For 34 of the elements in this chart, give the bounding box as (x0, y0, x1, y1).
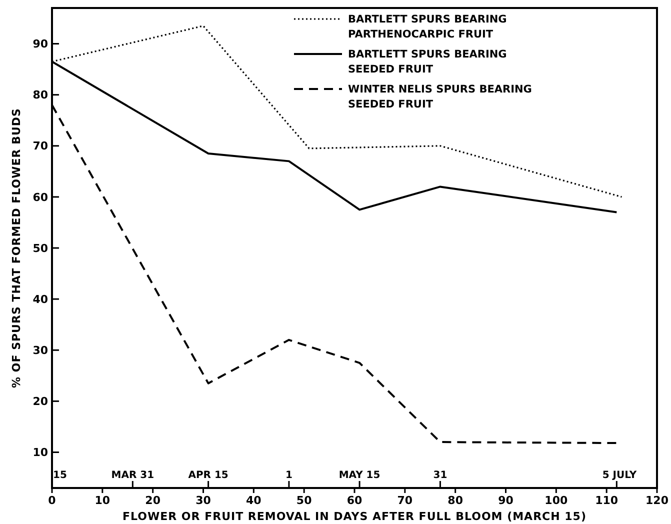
x2-tick-label: MAY 15 (338, 470, 380, 481)
x-tick-label: 120 (646, 494, 669, 507)
x-tick-label: 90 (498, 494, 514, 507)
legend-label: BARTLETT SPURS BEARING SEEDED FRUIT (348, 48, 507, 76)
x-tick-label: 10 (94, 494, 110, 507)
y-tick-label: 60 (32, 190, 48, 204)
x-tick-label: 50 (296, 494, 312, 507)
x-tick-label: 80 (448, 494, 464, 507)
y-tick-label: 90 (32, 38, 48, 51)
x-tick-label: 70 (397, 494, 413, 507)
x2-tick-label: 5 JULY (602, 470, 638, 481)
legend-label: BARTLETT SPURS BEARING PARTHENOCARPIC FRUIT (348, 13, 507, 40)
y-tick-label: 20 (32, 395, 48, 408)
x2-tick-label: 31 (433, 470, 448, 481)
x2-tick-label: MAR 31 (111, 470, 154, 481)
legend-label: WINTER NELIS SPURS BEARING SEEDED FRUIT (348, 83, 532, 110)
y-tick-label: 40 (32, 292, 48, 306)
x-axis-title: FLOWER OR FRUIT REMOVAL IN DAYS AFTER FULL BLOOM (MARCH 15) (122, 510, 586, 523)
x2-tick-label: APR 15 (188, 470, 228, 481)
x-tick-label: 0 (48, 494, 56, 507)
x-tick-label: 100 (544, 494, 568, 507)
y-tick-label: 80 (32, 88, 48, 102)
y-tick-label: 30 (32, 344, 48, 357)
y-tick-label: 70 (32, 140, 48, 153)
x2-tick-label: 1 (285, 470, 292, 481)
x-tick-label: 20 (145, 494, 161, 507)
x-tick-label: 40 (246, 494, 262, 507)
x-tick-label: 110 (595, 494, 618, 507)
x-tick-label: 60 (346, 494, 362, 507)
y-axis-title: % OF SPURS THAT FORMED FLOWER BUDS (10, 108, 23, 388)
y-tick-label: 10 (32, 446, 48, 460)
x2-tick-label: 15 (53, 470, 67, 481)
x-tick-label: 30 (196, 494, 212, 507)
y-tick-label: 50 (32, 242, 48, 255)
